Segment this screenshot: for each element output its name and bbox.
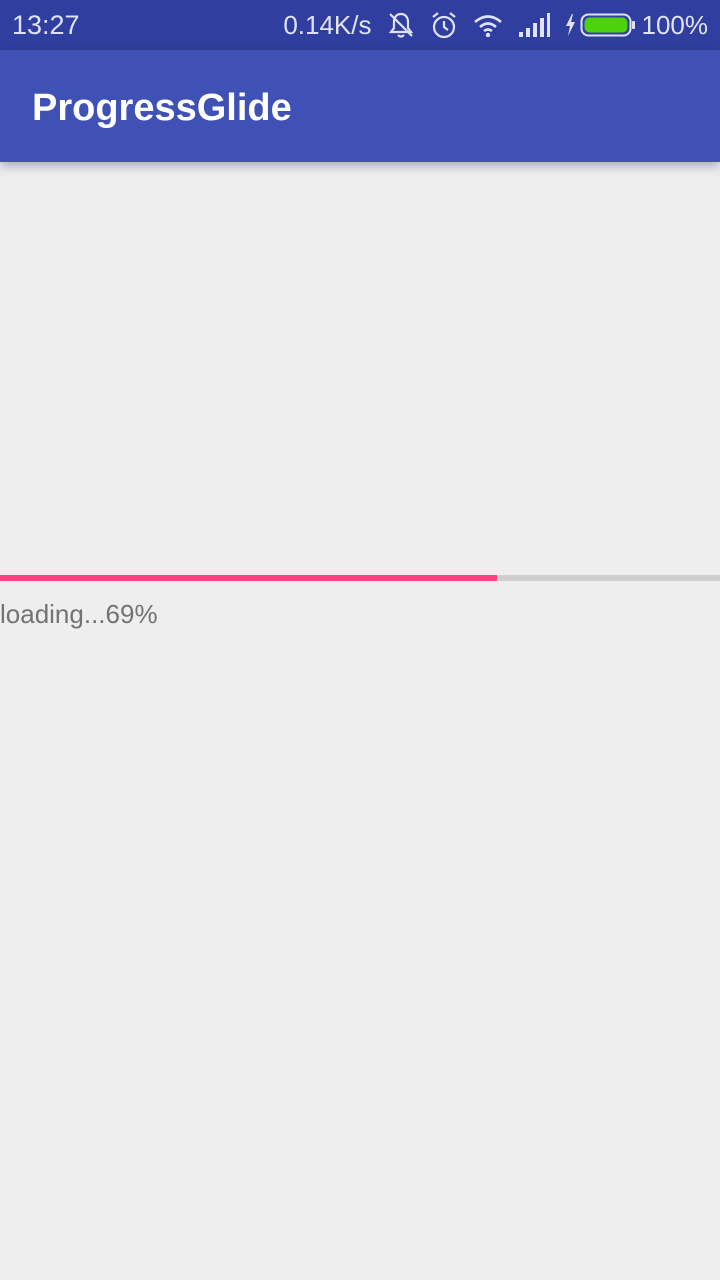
progress-bar xyxy=(0,575,720,581)
wifi-icon xyxy=(472,10,504,40)
progress-bar-fill xyxy=(0,575,497,581)
app-title: ProgressGlide xyxy=(32,87,292,129)
signal-icon xyxy=(518,10,550,40)
charging-icon xyxy=(564,10,576,40)
app-bar: ProgressGlide xyxy=(0,50,720,162)
network-speed: 0.14K/s xyxy=(283,9,372,40)
progress-label: loading...69% xyxy=(0,599,158,629)
notifications-off-icon xyxy=(386,10,416,40)
status-icons: 0.14K/s xyxy=(283,8,708,42)
battery-percent: 100% xyxy=(641,9,709,40)
status-bar: 13:27 0.14K/s xyxy=(0,0,720,50)
alarm-icon xyxy=(430,10,458,40)
battery-icon xyxy=(580,12,636,38)
status-time: 13:27 xyxy=(12,10,80,40)
